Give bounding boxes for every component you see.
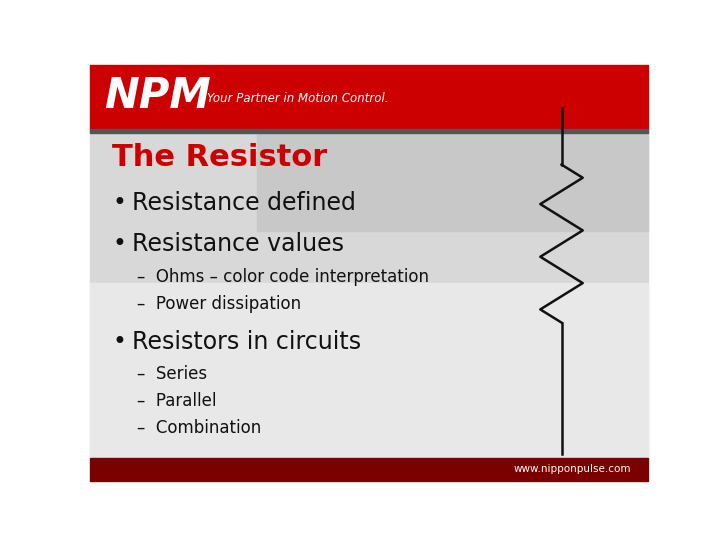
Bar [258, 129, 648, 231]
Text: •: • [112, 191, 126, 215]
Bar [90, 283, 648, 458]
Bar [90, 129, 648, 133]
Text: Resistors in circuits: Resistors in circuits [132, 330, 361, 354]
Text: Resistance values: Resistance values [132, 232, 344, 256]
Text: •: • [112, 330, 126, 354]
Text: www.nipponpulse.com: www.nipponpulse.com [514, 464, 631, 474]
Text: –  Parallel: – Parallel [138, 393, 217, 410]
Text: –  Ohms – color code interpretation: – Ohms – color code interpretation [138, 268, 429, 286]
Text: NPM: NPM [104, 75, 211, 117]
Text: •: • [112, 232, 126, 256]
Text: Your Partner in Motion Control.: Your Partner in Motion Control. [207, 92, 389, 105]
Bar [90, 458, 648, 481]
Text: –  Series: – Series [138, 366, 207, 383]
Text: Resistance defined: Resistance defined [132, 191, 356, 215]
Bar [90, 129, 648, 458]
Bar [90, 65, 648, 129]
Text: –  Power dissipation: – Power dissipation [138, 295, 302, 313]
Text: The Resistor: The Resistor [112, 143, 328, 172]
Text: –  Combination: – Combination [138, 420, 261, 437]
